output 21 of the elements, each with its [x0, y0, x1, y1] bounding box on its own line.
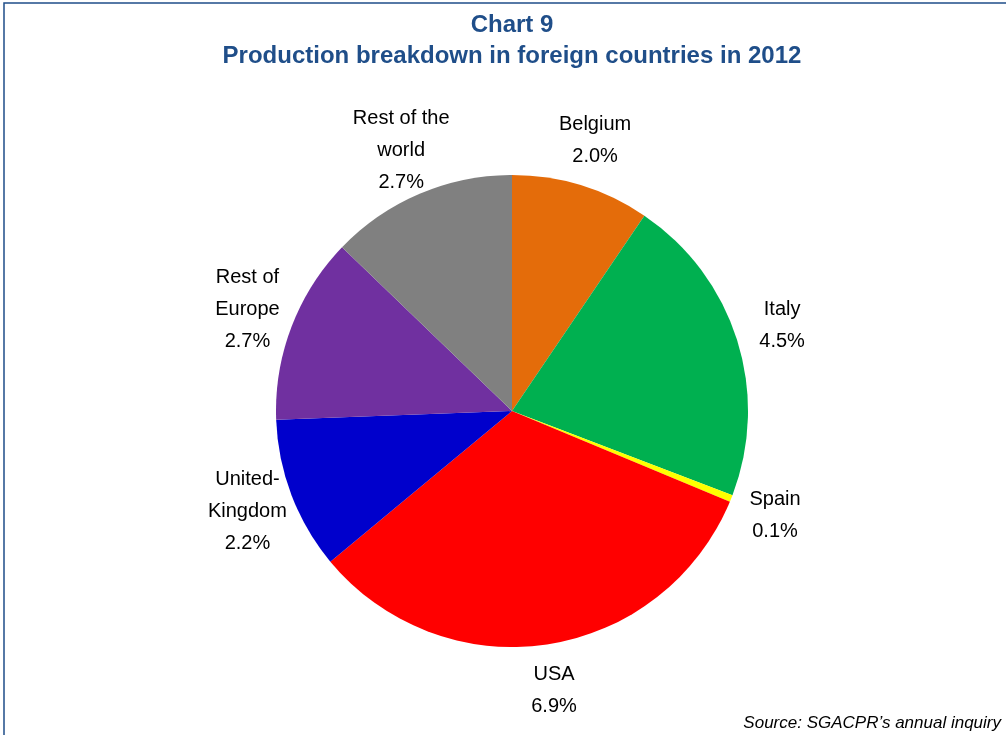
data-label: 2.7% — [378, 169, 425, 192]
pie-slice — [512, 215, 748, 496]
chart-title: Chart 9 — [470, 10, 554, 37]
data-label: 2.2% — [224, 531, 271, 554]
source-note: Source: SGACPR’s annual inquiry — [743, 713, 1003, 732]
slice-label: Rest of the world — [352, 105, 450, 160]
pie-slice — [512, 175, 645, 411]
slice-label: Rest of Europe — [215, 265, 280, 320]
slice-label: USA — [533, 662, 576, 685]
slice-label: Italy — [763, 297, 801, 320]
chart-subtitle: Production breakdown in foreign countries in 2012 — [222, 41, 802, 68]
data-label: 0.1% — [752, 519, 799, 542]
slice-label: United-Kingdom — [207, 467, 287, 522]
data-label: 6.9% — [531, 694, 578, 717]
data-label: 2.0% — [572, 143, 619, 166]
pie-slice — [342, 175, 512, 411]
slice-label: Belgium — [558, 111, 632, 134]
data-label: 4.5% — [759, 329, 806, 352]
slice-label: Spain — [749, 487, 801, 510]
data-label: 2.7% — [224, 329, 271, 352]
pie-slice — [330, 411, 730, 647]
